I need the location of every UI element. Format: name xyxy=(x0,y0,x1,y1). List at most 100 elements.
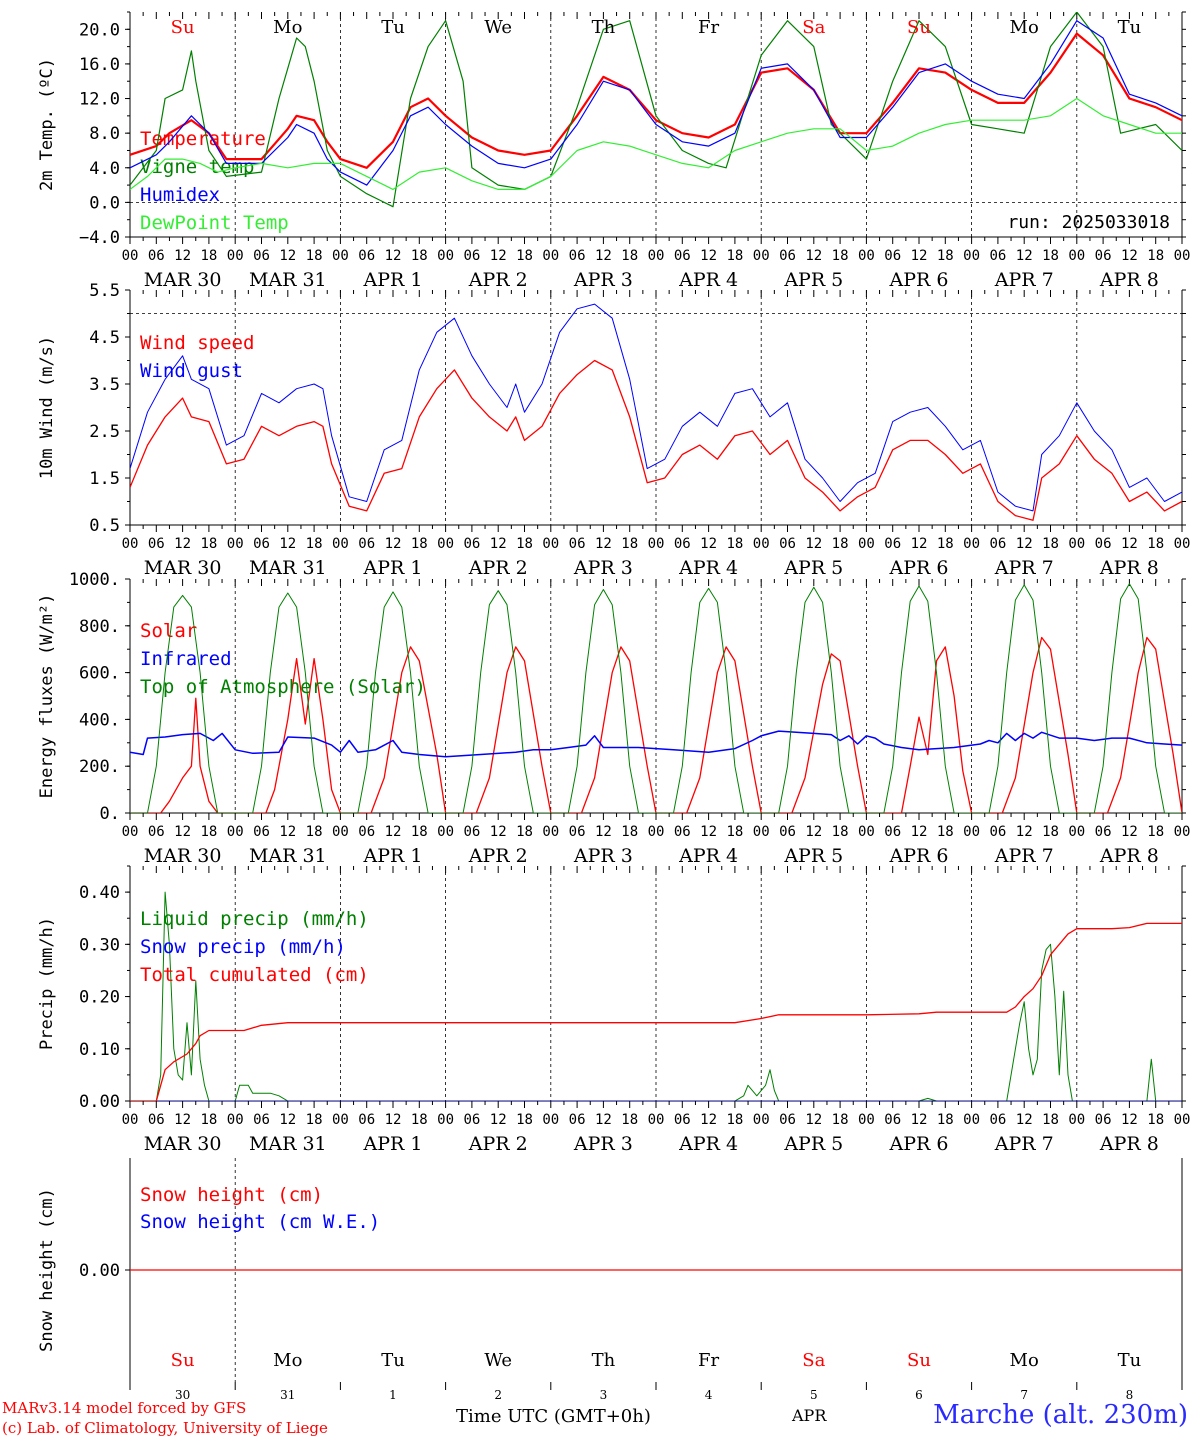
hour-label: 12 xyxy=(174,536,191,552)
hour-label: 18 xyxy=(306,824,323,840)
weekday-label-top: Tu xyxy=(1118,17,1142,38)
run-annotation: run: 2025033018 xyxy=(1007,212,1170,233)
station-label: Marche (alt. 230m) xyxy=(933,1400,1188,1430)
legend-entry: Wind gust xyxy=(140,360,243,382)
hour-label: 12 xyxy=(174,1112,191,1128)
panel-3: 0. 200. 400. 600. 800. 1000. Energy fluxes (W/… xyxy=(37,570,1191,867)
hour-label: 00 xyxy=(648,248,665,264)
weekday-label-top: We xyxy=(484,17,512,38)
hour-label: 12 xyxy=(385,824,402,840)
series-line-top-of-atmosphere-solar- xyxy=(130,583,1182,813)
date-label: APR 5 xyxy=(783,845,843,867)
hour-label: 00 xyxy=(858,536,875,552)
legend-entry: Top of Atmosphere (Solar) xyxy=(140,676,426,698)
hour-label: 00 xyxy=(437,1112,454,1128)
hour-label: 12 xyxy=(490,248,507,264)
hour-label: 00 xyxy=(542,248,559,264)
legend-entry: Wind speed xyxy=(140,332,254,354)
series-line-total-cumulated-cm- xyxy=(130,922,1182,1101)
hour-label: 00 xyxy=(542,1112,559,1128)
y-tick-label: 0. xyxy=(100,804,120,824)
date-label: APR 8 xyxy=(1099,269,1159,291)
series-line-wind-gust xyxy=(130,303,1182,512)
y-tick-label: 16.0 xyxy=(79,55,120,75)
y-tick-label: 0.00 xyxy=(79,1092,120,1112)
hour-label: 06 xyxy=(253,248,270,264)
hour-label: 00 xyxy=(1174,824,1191,840)
day-number-label: 6 xyxy=(915,1388,923,1402)
day-number-label: 2 xyxy=(494,1388,502,1402)
weekday-label-bottom: We xyxy=(484,1350,512,1371)
hour-label: 06 xyxy=(463,536,480,552)
hour-label: 18 xyxy=(306,536,323,552)
hour-label: 00 xyxy=(437,248,454,264)
hour-label: 18 xyxy=(937,824,954,840)
hour-label: 00 xyxy=(753,248,770,264)
hour-label: 12 xyxy=(595,536,612,552)
hour-label: 06 xyxy=(779,824,796,840)
day-number-label: 30 xyxy=(175,1388,190,1402)
hour-label: 12 xyxy=(805,248,822,264)
hour-label: 12 xyxy=(911,1112,928,1128)
hour-label: 06 xyxy=(253,536,270,552)
hour-label: 18 xyxy=(1042,1112,1059,1128)
hour-label: 00 xyxy=(437,536,454,552)
y-tick-label: 0.40 xyxy=(79,883,120,903)
hour-label: 12 xyxy=(911,824,928,840)
y-axis-title: Energy fluxes (W/m²) xyxy=(37,594,57,799)
legend-entry: Infrared xyxy=(140,648,232,670)
weekday-labels: Su Su 30 Mo Mo 31 Tu Tu 1 We We 2 Th Th 3 Fr Fr 4 Sa Sa 5 Su S… xyxy=(129,17,1183,1402)
hour-label: 12 xyxy=(700,1112,717,1128)
hour-label: 06 xyxy=(463,824,480,840)
date-label: APR 8 xyxy=(1099,1133,1159,1155)
legend-entry: Total cumulated (cm) xyxy=(140,964,369,986)
hour-label: 00 xyxy=(963,248,980,264)
series-line-wind-speed xyxy=(130,359,1182,521)
date-label: APR 2 xyxy=(468,845,528,867)
hour-label: 18 xyxy=(937,536,954,552)
series-line-infrared xyxy=(130,730,1182,758)
hour-label: 18 xyxy=(411,248,428,264)
hour-label: 12 xyxy=(805,1112,822,1128)
hour-label: 06 xyxy=(1095,536,1112,552)
hour-label: 06 xyxy=(148,536,165,552)
y-tick-label: 2.5 xyxy=(89,422,120,442)
y-tick-label: 4.5 xyxy=(89,328,120,348)
weekday-label-bottom: Th xyxy=(592,1350,616,1371)
hour-label: 12 xyxy=(174,248,191,264)
y-axis-title: Precip (mm/h) xyxy=(37,917,57,1050)
hour-label: 12 xyxy=(595,248,612,264)
hour-label: 00 xyxy=(227,1112,244,1128)
legend-entry: Humidex xyxy=(140,184,220,206)
date-label: APR 8 xyxy=(1099,557,1159,579)
hour-label: 18 xyxy=(726,824,743,840)
date-label: APR 4 xyxy=(678,557,738,579)
hour-label: 12 xyxy=(595,824,612,840)
hour-label: 00 xyxy=(963,824,980,840)
date-label: APR 4 xyxy=(678,845,738,867)
hour-label: 06 xyxy=(989,248,1006,264)
hour-label: 18 xyxy=(1147,248,1164,264)
date-label: APR 3 xyxy=(573,269,633,291)
date-label: APR 2 xyxy=(468,1133,528,1155)
day-number-label: 3 xyxy=(600,1388,608,1402)
day-number-label: 4 xyxy=(705,1388,713,1402)
weekday-label-bottom: Tu xyxy=(381,1350,405,1371)
series-line-solar xyxy=(130,636,1182,813)
hour-label: 18 xyxy=(1147,536,1164,552)
hour-label: 18 xyxy=(200,824,217,840)
hour-label: 18 xyxy=(1147,824,1164,840)
hour-label: 06 xyxy=(674,248,691,264)
hour-label: 12 xyxy=(490,536,507,552)
hour-label: 00 xyxy=(1174,1112,1191,1128)
date-label: MAR 30 xyxy=(144,557,222,579)
y-tick-label: 20.0 xyxy=(79,20,120,40)
hour-label: 00 xyxy=(122,248,139,264)
hour-label: 06 xyxy=(358,248,375,264)
hour-label: 18 xyxy=(937,248,954,264)
hour-label: 06 xyxy=(884,824,901,840)
hour-label: 12 xyxy=(385,248,402,264)
hour-label: 18 xyxy=(1042,248,1059,264)
hour-label: 00 xyxy=(1068,248,1085,264)
hour-label: 18 xyxy=(726,1112,743,1128)
